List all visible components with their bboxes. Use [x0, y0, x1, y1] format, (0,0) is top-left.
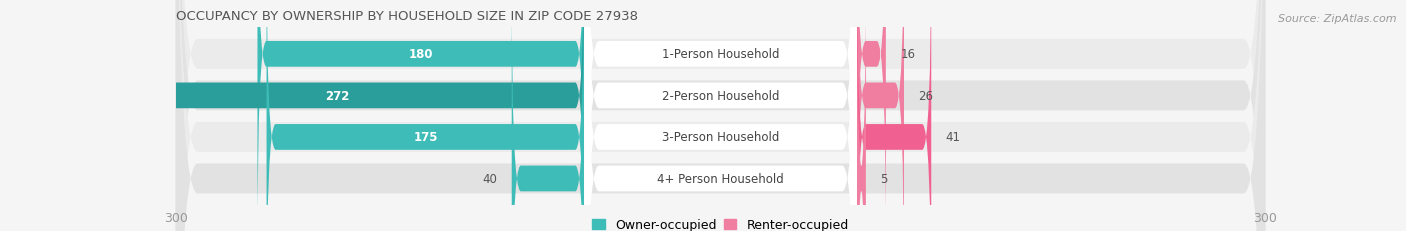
Text: 1-Person Household: 1-Person Household — [662, 48, 779, 61]
FancyBboxPatch shape — [585, 0, 856, 231]
FancyBboxPatch shape — [90, 0, 585, 231]
Text: 5: 5 — [880, 172, 887, 185]
Text: 41: 41 — [946, 131, 960, 144]
Text: Source: ZipAtlas.com: Source: ZipAtlas.com — [1278, 14, 1396, 24]
FancyBboxPatch shape — [176, 0, 1265, 231]
Text: 4+ Person Household: 4+ Person Household — [657, 172, 785, 185]
FancyBboxPatch shape — [176, 0, 1265, 231]
Text: OCCUPANCY BY OWNERSHIP BY HOUSEHOLD SIZE IN ZIP CODE 27938: OCCUPANCY BY OWNERSHIP BY HOUSEHOLD SIZE… — [176, 9, 638, 22]
FancyBboxPatch shape — [257, 0, 585, 231]
FancyBboxPatch shape — [585, 0, 856, 231]
FancyBboxPatch shape — [856, 0, 866, 231]
Legend: Owner-occupied, Renter-occupied: Owner-occupied, Renter-occupied — [592, 219, 849, 231]
Text: 3-Person Household: 3-Person Household — [662, 131, 779, 144]
Text: 180: 180 — [409, 48, 433, 61]
Text: 16: 16 — [900, 48, 915, 61]
Text: 175: 175 — [413, 131, 437, 144]
Text: 26: 26 — [918, 89, 934, 102]
Text: 40: 40 — [482, 172, 498, 185]
FancyBboxPatch shape — [585, 0, 856, 231]
FancyBboxPatch shape — [176, 0, 1265, 231]
FancyBboxPatch shape — [267, 0, 585, 231]
Text: 2-Person Household: 2-Person Household — [662, 89, 779, 102]
FancyBboxPatch shape — [856, 0, 886, 231]
FancyBboxPatch shape — [856, 0, 904, 231]
FancyBboxPatch shape — [176, 0, 1265, 231]
FancyBboxPatch shape — [856, 0, 931, 231]
FancyBboxPatch shape — [512, 0, 585, 231]
Text: 272: 272 — [325, 89, 350, 102]
FancyBboxPatch shape — [585, 0, 856, 231]
